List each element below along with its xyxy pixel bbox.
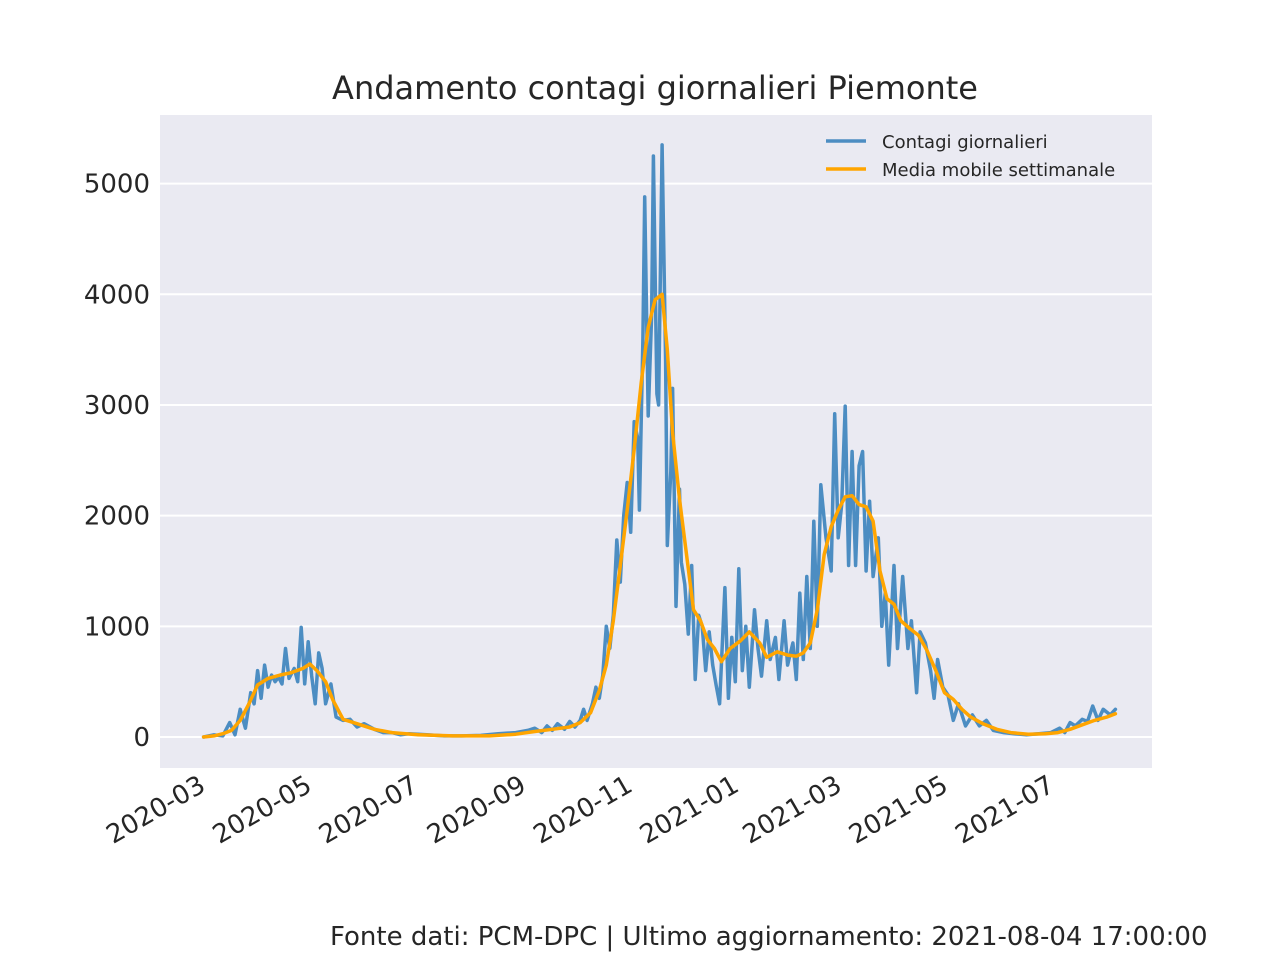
x-tick-label: 2021-01 bbox=[635, 770, 744, 850]
x-tick-label: 2021-05 bbox=[844, 770, 953, 850]
y-tick-labels: 0 1000 2000 3000 4000 5000 bbox=[84, 170, 150, 753]
legend: Contagi giornalieri Media mobile settima… bbox=[826, 132, 1115, 181]
y-tick-label: 4000 bbox=[84, 280, 150, 310]
chart-title: Andamento contagi giornalieri Piemonte bbox=[332, 69, 978, 107]
legend-label-contagi: Contagi giornalieri bbox=[882, 132, 1048, 153]
x-tick-label: 2020-03 bbox=[101, 770, 210, 850]
y-tick-label: 2000 bbox=[84, 502, 150, 532]
x-tick-label: 2020-07 bbox=[314, 770, 423, 850]
series-lines bbox=[201, 143, 1118, 739]
x-tick-label: 2020-11 bbox=[529, 770, 638, 850]
plot-area bbox=[160, 115, 1152, 768]
y-tick-label: 1000 bbox=[84, 612, 150, 642]
series-line-media-mobile bbox=[201, 292, 1118, 739]
x-tick-label: 2021-03 bbox=[738, 770, 847, 850]
x-tick-label: 2020-05 bbox=[208, 770, 317, 850]
x-tick-label: 2021-07 bbox=[951, 770, 1060, 850]
y-tick-label: 5000 bbox=[84, 170, 150, 200]
x-tick-label: 2020-09 bbox=[422, 770, 531, 850]
y-tick-label: 3000 bbox=[84, 391, 150, 421]
legend-label-media: Media mobile settimanale bbox=[882, 160, 1115, 181]
data-source-footer: Fonte dati: PCM-DPC | Ultimo aggiornamen… bbox=[330, 922, 1208, 952]
y-tick-label: 0 bbox=[133, 723, 150, 753]
